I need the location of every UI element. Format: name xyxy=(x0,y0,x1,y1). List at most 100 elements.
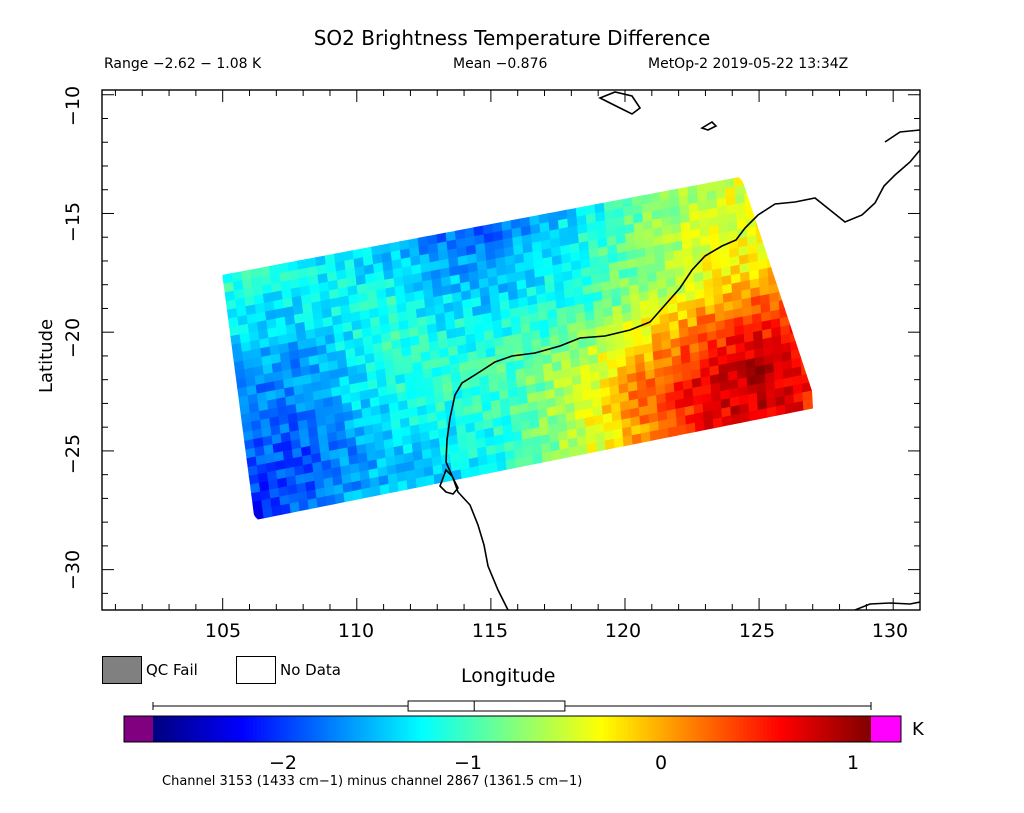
swath-cell xyxy=(793,226,804,238)
colorbar-segment xyxy=(388,716,393,742)
colorbar-segment xyxy=(667,716,673,742)
swath-cell xyxy=(271,505,283,517)
swath-cell xyxy=(541,451,553,463)
colorbar-segment xyxy=(819,716,824,742)
colorbar-segment xyxy=(531,716,537,742)
colorbar xyxy=(123,700,902,743)
swath-cell xyxy=(352,489,364,501)
colorbar-segment xyxy=(204,716,210,742)
colorbar-segment xyxy=(655,716,661,742)
colorbar-segment xyxy=(208,716,214,742)
swath-cell xyxy=(788,314,800,326)
colorbar-segment xyxy=(867,716,872,742)
swath-cell xyxy=(388,481,400,494)
swath-cell xyxy=(761,174,773,183)
colorbar-segment xyxy=(348,716,354,742)
colorbar-segment xyxy=(519,716,525,742)
colorbar-segment xyxy=(539,716,545,742)
colorbar-segment xyxy=(555,716,561,742)
swath-cell xyxy=(798,321,809,333)
swath-cell xyxy=(721,415,733,427)
colorbar-segment xyxy=(827,716,832,742)
colorbar-segment xyxy=(523,716,529,742)
colorbar-segment xyxy=(192,716,198,742)
swath-cell xyxy=(748,409,760,422)
colorbar-segment xyxy=(751,716,756,742)
swath-cell xyxy=(755,224,767,236)
swath-cell xyxy=(764,214,775,226)
swath-cell xyxy=(789,331,801,343)
colorbar-segment xyxy=(811,716,816,742)
colorbar-segment xyxy=(603,716,609,742)
colorbar-segment xyxy=(747,716,752,742)
colorbar-segment xyxy=(623,716,629,742)
swath-cell xyxy=(743,183,755,195)
swath-cell xyxy=(280,503,292,515)
colorbar-segment xyxy=(779,716,784,742)
colorbar-segment xyxy=(739,716,744,742)
swath-cell xyxy=(754,198,765,210)
swath-cell xyxy=(775,404,787,416)
colorbar-underflow xyxy=(124,716,153,742)
swath-cell xyxy=(685,422,697,434)
swath-cell xyxy=(316,496,328,508)
colorbar-tick-label: 0 xyxy=(654,752,668,774)
colorbar-segment xyxy=(504,716,509,742)
colorbar-segment xyxy=(551,716,557,742)
swath-cell xyxy=(765,240,777,252)
swath-cell xyxy=(289,501,301,513)
colorbar-segment xyxy=(220,716,226,742)
swath-cell xyxy=(640,431,652,443)
colorbar-segment xyxy=(244,716,250,742)
x-tick-label: 115 xyxy=(471,620,509,642)
swath-cell xyxy=(777,272,788,285)
colorbar-segment xyxy=(356,716,362,742)
swath-cell xyxy=(739,411,751,423)
colorbar-segment xyxy=(803,716,808,742)
swath-cell xyxy=(796,286,807,298)
swath-cell xyxy=(752,181,764,193)
colorbar-segment xyxy=(567,716,573,742)
swath-cell xyxy=(307,498,319,510)
colorbar-segment xyxy=(527,716,533,742)
colorbar-segment xyxy=(787,716,792,742)
colorbar-segment xyxy=(344,716,350,742)
colorbar-segment xyxy=(480,716,485,742)
colorbar-segment xyxy=(256,716,262,742)
swath-cell xyxy=(568,445,580,458)
chart-title: SO2 Brightness Temperature Difference xyxy=(313,26,711,50)
colorbar-segment xyxy=(759,716,764,742)
swath-cell xyxy=(790,182,802,195)
swath-cell xyxy=(776,255,787,267)
colorbar-segment xyxy=(535,716,541,742)
colorbar-segment xyxy=(859,716,864,742)
colorbar-segment xyxy=(372,716,377,742)
colorbar-segment xyxy=(799,716,804,742)
colorbar-segment xyxy=(500,716,505,742)
swath-cell xyxy=(773,212,785,224)
swath-cell xyxy=(334,492,346,504)
colorbar-segment xyxy=(276,716,282,742)
swath-cell xyxy=(801,373,812,385)
swath-cell xyxy=(397,480,409,492)
swath-cell xyxy=(798,329,810,342)
colorbar-segment xyxy=(400,716,405,742)
colorbar-segment xyxy=(284,716,290,742)
swath-cell xyxy=(487,462,499,474)
colorbar-segment xyxy=(599,716,605,742)
colorbar-segment xyxy=(771,716,776,742)
swath-cell xyxy=(756,233,767,245)
swath-cell xyxy=(802,399,814,411)
swath-cell xyxy=(776,264,788,276)
swath-cell xyxy=(775,238,786,250)
x-tick-label: 110 xyxy=(337,620,375,642)
colorbar-segment xyxy=(835,716,840,742)
colorbar-segment xyxy=(184,716,190,742)
colorbar-segment xyxy=(316,716,322,742)
colorbar-segment xyxy=(156,716,162,742)
colorbar-segment xyxy=(460,716,465,742)
colorbar-segment xyxy=(488,716,493,742)
colorbar-segment xyxy=(851,716,856,742)
swath-cell xyxy=(797,312,809,324)
colorbar-segment xyxy=(492,716,497,742)
